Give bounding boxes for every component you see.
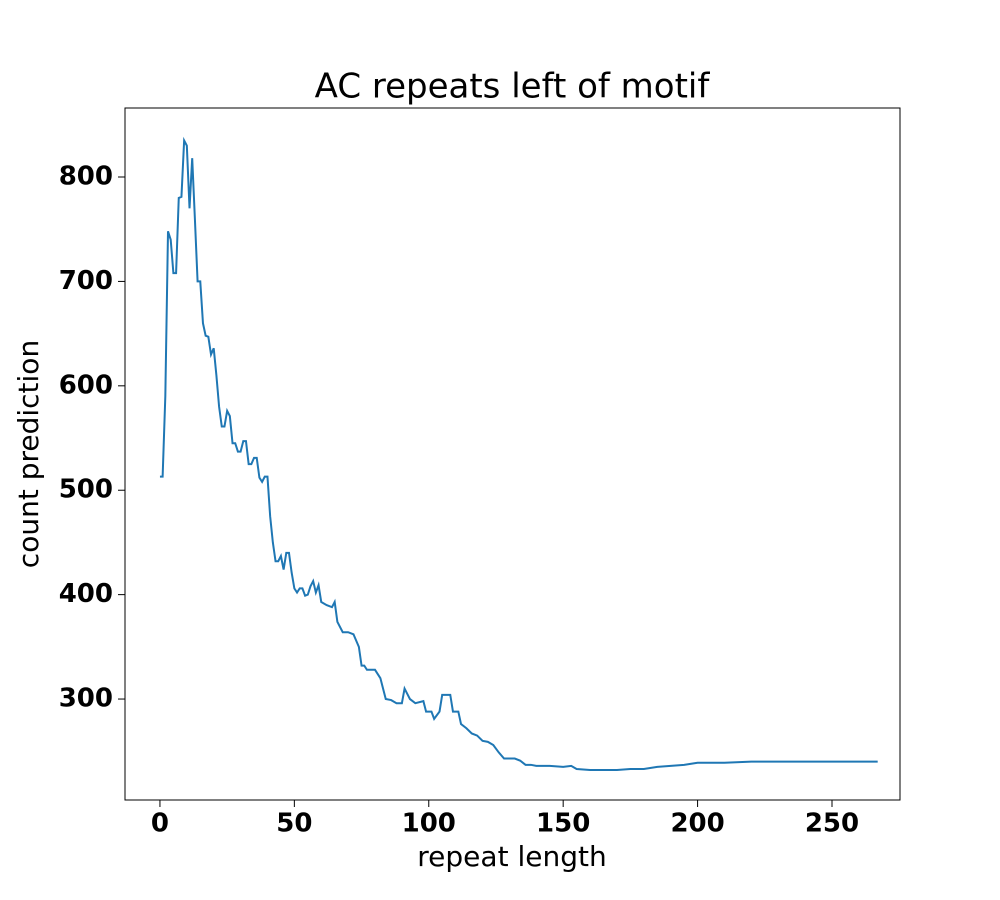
x-tick-label: 100: [402, 809, 456, 839]
y-tick-label: 300: [59, 684, 113, 714]
x-tick-label: 150: [536, 809, 590, 839]
x-axis-label: repeat length: [417, 840, 606, 873]
y-tick-label: 700: [59, 266, 113, 296]
y-tick-label: 600: [59, 370, 113, 400]
y-tick-label: 800: [59, 162, 113, 192]
x-tick-label: 50: [276, 809, 312, 839]
chart-title: AC repeats left of motif: [315, 67, 711, 107]
plot-frame: [124, 107, 901, 801]
x-tick-label: 0: [151, 809, 169, 839]
y-axis-label: count prediction: [12, 340, 45, 568]
y-tick-label: 400: [59, 579, 113, 609]
y-tick-label: 500: [59, 475, 113, 505]
x-tick-label: 250: [805, 809, 859, 839]
x-tick-label: 200: [670, 809, 724, 839]
data-line: [159, 136, 878, 772]
